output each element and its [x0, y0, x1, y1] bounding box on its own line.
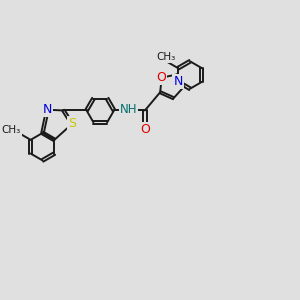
Text: N: N — [173, 75, 183, 88]
Text: O: O — [140, 123, 150, 136]
Text: N: N — [43, 103, 52, 116]
Text: CH₃: CH₃ — [156, 52, 175, 62]
Text: O: O — [156, 71, 166, 84]
Text: S: S — [68, 117, 76, 130]
Text: NH: NH — [119, 103, 137, 116]
Text: CH₃: CH₃ — [2, 125, 21, 135]
